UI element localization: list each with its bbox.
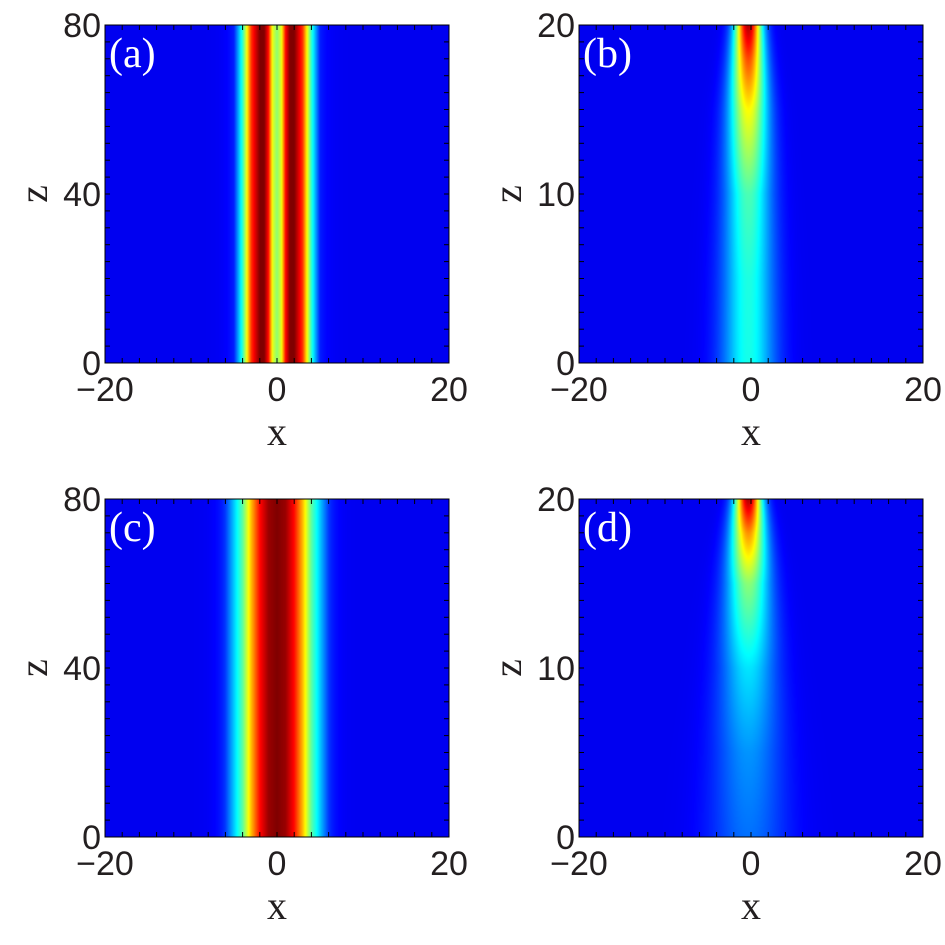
y-tick-label: 0 [556,819,575,857]
tick-marks [578,24,924,364]
tick-marks [104,24,450,364]
x-tick-label: 0 [742,371,761,409]
panel-label: (a) [109,31,156,77]
x-tick-label: 20 [904,845,942,883]
x-tick-label: 20 [904,371,942,409]
y-axis-label: z [11,185,56,203]
y-tick-label: 20 [537,481,575,519]
y-tick-label: 0 [82,819,101,857]
x-tick-label: 0 [742,845,761,883]
x-tick-label: 20 [430,371,468,409]
y-axis-label: z [11,659,56,677]
y-axis-label: z [485,659,530,677]
x-tick-label: 0 [268,845,287,883]
x-tick-label: 20 [430,845,468,883]
panel-label: (c) [109,505,156,551]
y-tick-label: 40 [63,176,101,214]
panel-label: (b) [583,31,632,77]
y-tick-label: 80 [63,7,101,45]
y-tick-label: 0 [82,345,101,383]
x-tick-label: −20 [550,371,608,409]
y-tick-label: 40 [63,650,101,688]
heatmap-image [579,499,923,837]
y-tick-label: 80 [63,481,101,519]
x-axis-label: x [267,883,287,928]
y-tick-label: 10 [537,650,575,688]
x-tick-label: −20 [76,371,134,409]
x-axis-label: x [267,409,287,454]
y-tick-label: 0 [556,345,575,383]
y-tick-label: 10 [537,176,575,214]
x-tick-label: 0 [268,371,287,409]
y-axis-label: z [485,185,530,203]
x-axis-label: x [741,409,761,454]
y-tick-label: 20 [537,7,575,45]
heatmap-image [105,499,449,837]
x-tick-label: −20 [550,845,608,883]
heatmap-image [105,25,449,363]
tick-marks [578,498,924,838]
panel-label: (d) [583,505,632,551]
tick-marks [104,498,450,838]
x-tick-label: −20 [76,845,134,883]
heatmap-image [579,25,923,363]
x-axis-label: x [741,883,761,928]
